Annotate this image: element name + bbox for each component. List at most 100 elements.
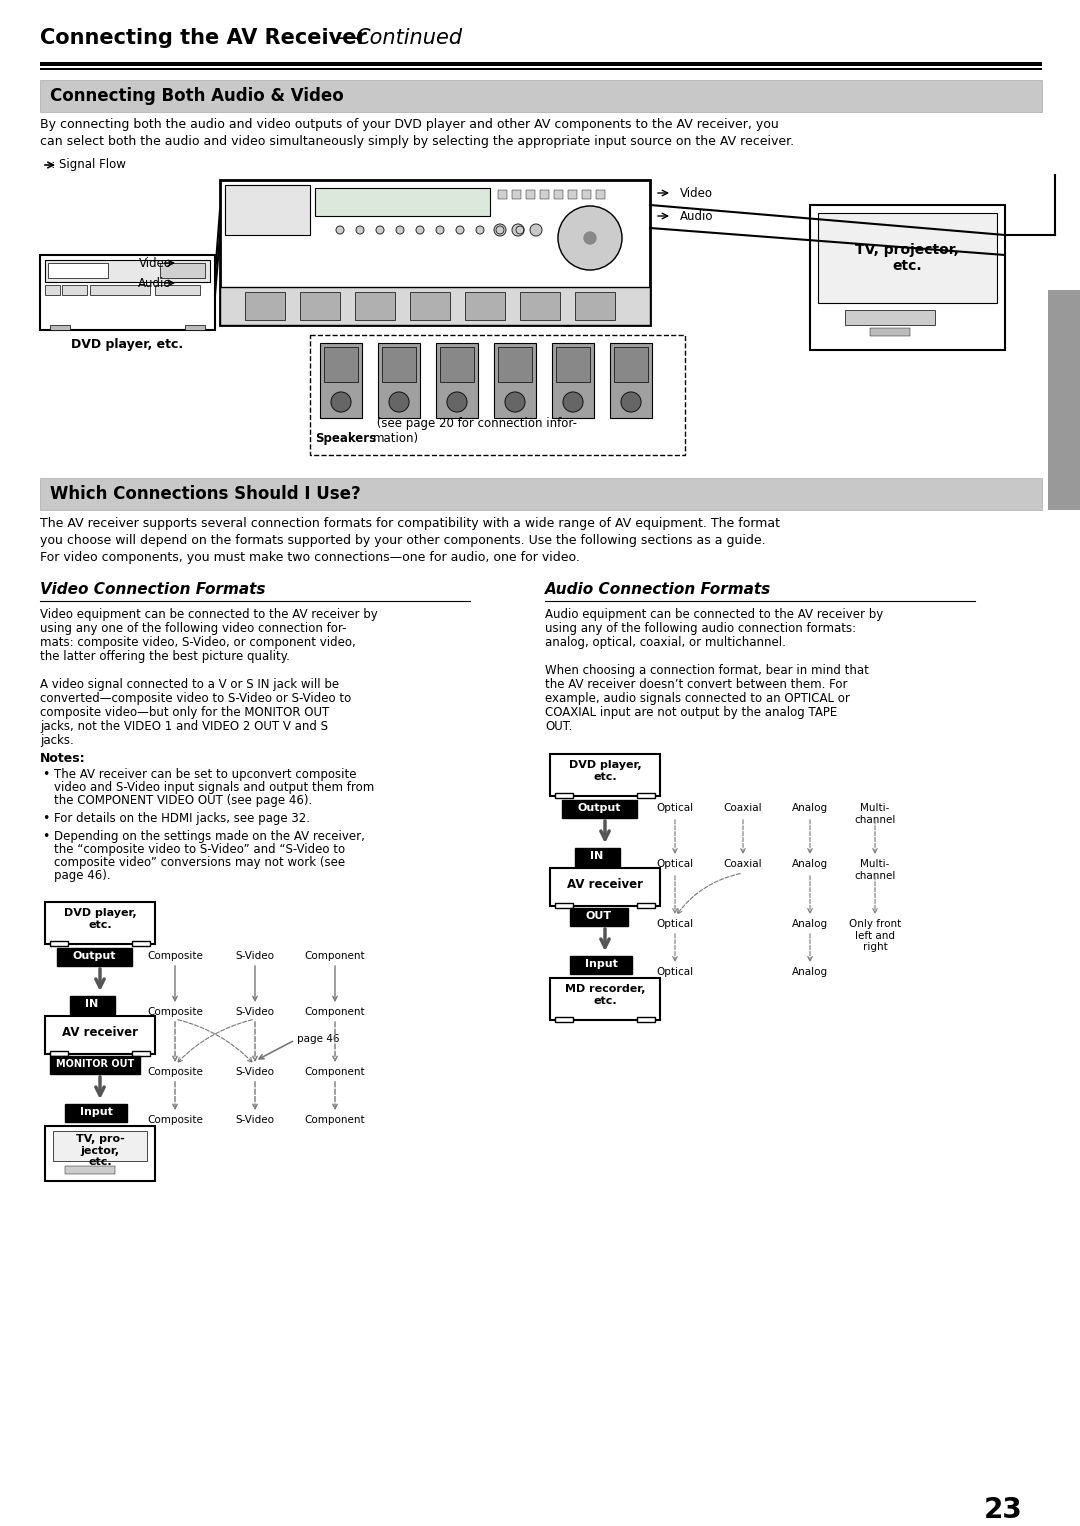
Text: Analog: Analog xyxy=(792,919,828,929)
Text: S-Video: S-Video xyxy=(235,1067,274,1077)
Bar xyxy=(45,259,210,282)
Text: Input: Input xyxy=(80,1106,112,1117)
Text: Video: Video xyxy=(138,256,172,270)
Bar xyxy=(494,343,536,418)
Bar xyxy=(440,346,474,382)
Text: mats: composite video, S-Video, or component video,: mats: composite video, S-Video, or compo… xyxy=(40,636,355,649)
Text: Optical: Optical xyxy=(657,803,693,813)
Bar xyxy=(498,346,532,382)
Text: Depending on the settings made on the AV receiver,: Depending on the settings made on the AV… xyxy=(54,830,365,842)
Bar xyxy=(810,204,1005,349)
Text: video and S-Video input signals and output them from: video and S-Video input signals and outp… xyxy=(54,781,375,794)
Circle shape xyxy=(496,226,504,233)
Bar xyxy=(540,191,549,198)
Bar xyxy=(596,191,605,198)
Text: Output: Output xyxy=(577,803,621,813)
Text: Video Connection Formats: Video Connection Formats xyxy=(40,581,266,597)
Bar xyxy=(378,343,420,418)
Bar xyxy=(637,794,654,798)
Text: the COMPONENT VIDEO OUT (see page 46).: the COMPONENT VIDEO OUT (see page 46). xyxy=(54,794,312,807)
Text: Audio Connection Formats: Audio Connection Formats xyxy=(545,581,771,597)
Text: Analog: Analog xyxy=(792,967,828,977)
Text: composite video” conversions may not work (see: composite video” conversions may not wor… xyxy=(54,856,346,868)
Text: page 46).: page 46). xyxy=(54,868,110,882)
Bar xyxy=(582,191,591,198)
Text: MD recorder,
etc.: MD recorder, etc. xyxy=(565,984,645,1006)
Text: OUT: OUT xyxy=(586,911,612,922)
Circle shape xyxy=(563,392,583,412)
Circle shape xyxy=(389,392,409,412)
Text: Optical: Optical xyxy=(657,859,693,868)
Bar xyxy=(48,262,108,278)
Text: By connecting both the audio and video outputs of your DVD player and other AV c: By connecting both the audio and video o… xyxy=(40,118,779,131)
Text: Speakers: Speakers xyxy=(315,432,376,446)
Bar xyxy=(225,185,310,235)
Text: Connecting Both Audio & Video: Connecting Both Audio & Video xyxy=(50,87,343,105)
Bar xyxy=(324,346,357,382)
Text: S-Video: S-Video xyxy=(235,1116,274,1125)
Bar xyxy=(185,325,205,330)
Circle shape xyxy=(330,392,351,412)
Bar xyxy=(465,291,505,320)
Text: For video components, you must make two connections—one for audio, one for video: For video components, you must make two … xyxy=(40,551,580,565)
Bar xyxy=(320,343,362,418)
Text: converted—composite video to S-Video or S-Video to: converted—composite video to S-Video or … xyxy=(40,691,351,705)
Bar xyxy=(550,868,660,906)
Bar xyxy=(610,343,652,418)
Text: : Signal Flow: : Signal Flow xyxy=(40,159,126,171)
Bar xyxy=(512,191,521,198)
Bar xyxy=(570,955,632,974)
Bar xyxy=(555,1016,573,1022)
Bar xyxy=(40,63,1042,66)
Bar xyxy=(1048,290,1080,510)
Text: Composite: Composite xyxy=(147,1067,203,1077)
Text: Coaxial: Coaxial xyxy=(724,859,762,868)
Text: S-Video: S-Video xyxy=(235,951,274,961)
Bar xyxy=(132,942,150,946)
Bar xyxy=(436,343,478,418)
Circle shape xyxy=(530,224,542,237)
Bar xyxy=(410,291,450,320)
Bar xyxy=(40,478,1042,510)
Text: Component: Component xyxy=(305,1007,365,1016)
Bar xyxy=(555,794,573,798)
Text: Component: Component xyxy=(305,1116,365,1125)
Text: Audio: Audio xyxy=(680,211,714,223)
Text: Video: Video xyxy=(680,188,713,200)
Bar xyxy=(570,908,627,926)
Text: using any of the following audio connection formats:: using any of the following audio connect… xyxy=(545,623,856,635)
Text: Audio: Audio xyxy=(138,278,172,290)
Bar xyxy=(615,346,648,382)
Circle shape xyxy=(416,226,424,233)
Bar xyxy=(62,285,87,295)
Text: The AV receiver can be set to upconvert composite: The AV receiver can be set to upconvert … xyxy=(54,768,356,781)
Bar xyxy=(45,1016,156,1054)
Text: Analog: Analog xyxy=(792,803,828,813)
Text: Multi-
channel: Multi- channel xyxy=(854,859,895,881)
Text: Composite: Composite xyxy=(147,1007,203,1016)
Bar xyxy=(556,346,590,382)
Text: Analog: Analog xyxy=(792,859,828,868)
Circle shape xyxy=(516,226,524,233)
Text: Video equipment can be connected to the AV receiver by: Video equipment can be connected to the … xyxy=(40,607,378,621)
Text: •: • xyxy=(42,768,50,781)
Text: The AV receiver supports several connection formats for compatibility with a wid: The AV receiver supports several connect… xyxy=(40,517,780,530)
Text: DVD player,
etc.: DVD player, etc. xyxy=(64,908,136,929)
Text: Composite: Composite xyxy=(147,1116,203,1125)
Text: A video signal connected to a V or S IN jack will be: A video signal connected to a V or S IN … xyxy=(40,678,339,691)
Text: TV, projector,
etc.: TV, projector, etc. xyxy=(855,243,959,273)
Circle shape xyxy=(376,226,384,233)
Bar xyxy=(315,188,490,217)
Text: Component: Component xyxy=(305,951,365,961)
Bar xyxy=(50,325,70,330)
Bar xyxy=(50,942,68,946)
Bar xyxy=(382,346,416,382)
Bar xyxy=(637,903,654,908)
Text: you choose will depend on the formats supported by your other components. Use th: you choose will depend on the formats su… xyxy=(40,534,766,546)
Text: •: • xyxy=(42,830,50,842)
Bar xyxy=(554,191,563,198)
Bar xyxy=(519,291,561,320)
Bar xyxy=(65,1166,114,1173)
Text: DVD player, etc.: DVD player, etc. xyxy=(71,337,184,351)
Bar xyxy=(90,285,150,295)
